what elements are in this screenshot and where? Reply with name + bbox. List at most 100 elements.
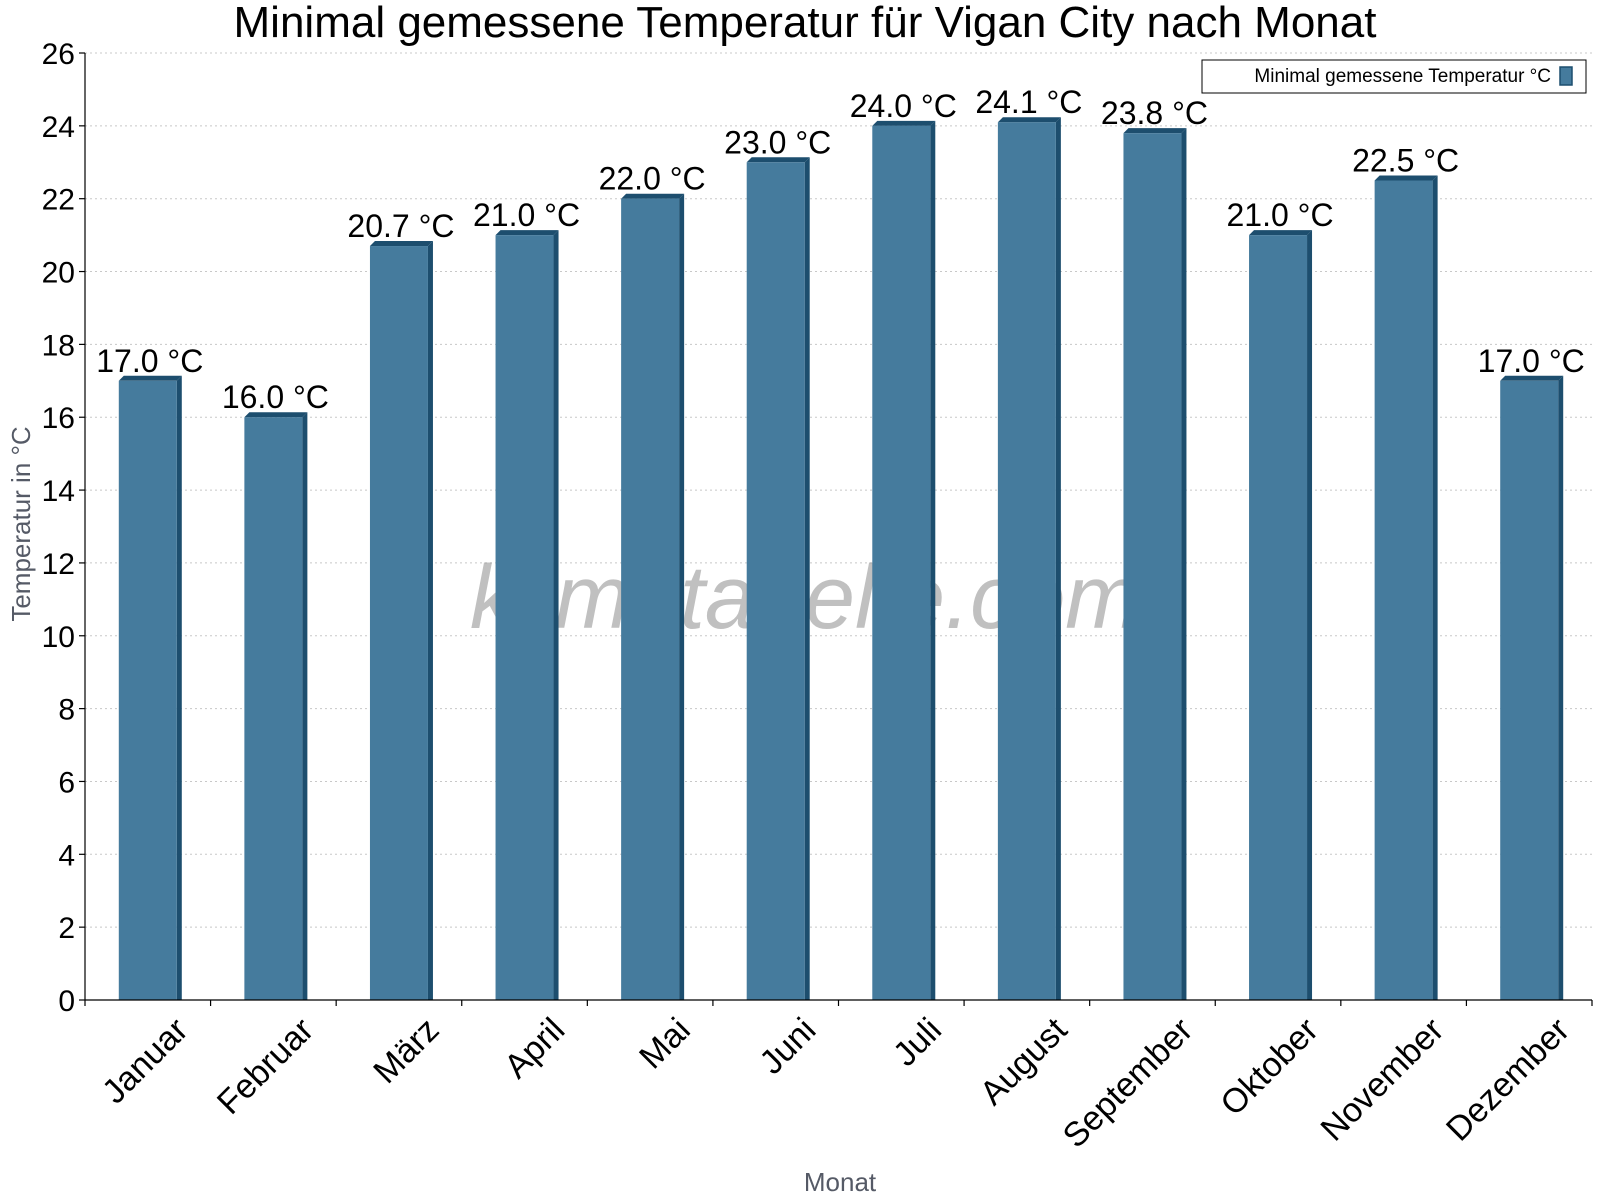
bar-april (495, 230, 559, 1001)
bar-side (1181, 128, 1187, 1001)
y-tick-label: 8 (58, 694, 75, 727)
y-tick-label: 0 (58, 985, 75, 1018)
bar-front (1500, 380, 1559, 1000)
bar-side (176, 375, 182, 1000)
data-label: 20.7 °C (347, 208, 454, 244)
legend-label: Minimal gemessene Temperatur °C (1254, 66, 1551, 87)
bar-front (1374, 180, 1433, 1000)
data-label: 17.0 °C (1478, 343, 1585, 379)
bar-front (1123, 133, 1182, 1001)
bar-august (997, 117, 1061, 1000)
bar-top (244, 412, 308, 418)
bar-oktober (1249, 230, 1313, 1001)
x-tick-label: Dezember (1439, 1011, 1577, 1149)
bar-top (746, 157, 810, 163)
y-tick-label: 14 (42, 475, 75, 508)
bar-top (621, 193, 685, 199)
bar-front (244, 417, 303, 1000)
y-tick-label: 2 (58, 912, 75, 945)
bar-front (746, 162, 805, 1000)
y-tick-label: 16 (42, 402, 75, 435)
x-tick-label: Oktober (1213, 1011, 1325, 1123)
grid-lines (85, 52, 1592, 928)
bar-juli (872, 120, 936, 1001)
bar-top (872, 120, 936, 126)
y-tick-label: 24 (42, 111, 75, 144)
bar-side (1432, 175, 1438, 1000)
chart-title: Minimal gemessene Temperatur für Vigan C… (234, 0, 1377, 47)
data-label: 22.0 °C (599, 161, 706, 197)
x-tick-label: Januar (95, 1011, 195, 1111)
bar-front (997, 122, 1056, 1000)
bar-märz (369, 241, 433, 1001)
y-tick-label: 20 (42, 257, 75, 290)
x-tick-label: Juni (752, 1011, 823, 1082)
x-tick-label: März (366, 1011, 446, 1091)
axes (79, 52, 1593, 1006)
bar-top (495, 230, 559, 236)
bar-juni (746, 157, 810, 1000)
bar-september (1123, 128, 1187, 1001)
bar-top (997, 117, 1061, 123)
y-tick-label: 26 (42, 38, 75, 71)
y-tick-label: 4 (58, 839, 75, 872)
x-axis-label: Monat (804, 1167, 877, 1197)
bar-februar (244, 412, 308, 1000)
bar-side (930, 120, 936, 1001)
data-label: 16.0 °C (222, 379, 329, 415)
legend-swatch (1559, 66, 1573, 86)
bar-series (118, 117, 1564, 1001)
y-tick-label: 12 (42, 548, 75, 581)
data-label: 21.0 °C (1227, 197, 1334, 233)
bar-side (1558, 375, 1564, 1000)
data-labels: 17.0 °C 16.0 °C 20.7 °C 21.0 °C 22.0 °C 23.0 … (96, 84, 1584, 415)
legend: Minimal gemessene Temperatur °C (1201, 59, 1587, 94)
bar-side (553, 230, 559, 1001)
data-label: 22.5 °C (1352, 142, 1459, 178)
bar-top (118, 375, 182, 381)
bar-side (679, 193, 685, 1000)
bar-side (302, 412, 308, 1000)
bar-top (1123, 128, 1187, 134)
bar-top (1249, 230, 1313, 236)
legend-box (1201, 59, 1587, 94)
x-tick-label: August (973, 1010, 1075, 1112)
y-tick-label: 18 (42, 329, 75, 362)
x-tick-label: September (1056, 1011, 1200, 1155)
data-label: 21.0 °C (473, 197, 580, 233)
x-tick-label: Februar (210, 1011, 321, 1122)
y-tick-label: 10 (42, 621, 75, 654)
x-tick-label: Juli (886, 1011, 949, 1074)
bar-side (427, 241, 433, 1001)
x-tick-label: April (497, 1011, 572, 1086)
x-tick-labels: Januar Februar März April Mai Juni Juli AugustS… (95, 1010, 1577, 1155)
bar-front (495, 235, 554, 1001)
y-axis-label: Temperatur in °C (6, 426, 36, 621)
y-tick-label: 6 (58, 766, 75, 799)
data-label: 23.8 °C (1101, 95, 1208, 131)
bar-side (1307, 230, 1313, 1001)
bar-front (1249, 235, 1308, 1001)
bar-front (369, 246, 428, 1001)
bar-side (1055, 117, 1061, 1000)
data-label: 24.1 °C (975, 84, 1082, 120)
bar-mai (621, 193, 685, 1000)
x-tick-label: Mai (632, 1011, 698, 1077)
bar-januar (118, 375, 182, 1000)
bar-front (872, 125, 931, 1001)
x-tick-label: November (1314, 1011, 1452, 1149)
y-tick-label: 22 (42, 184, 75, 217)
bar-front (621, 198, 680, 1000)
bar-front (118, 380, 177, 1000)
bar-side (804, 157, 810, 1000)
bar-top (369, 241, 433, 247)
bar-november (1374, 175, 1438, 1000)
bar-dezember (1500, 375, 1564, 1000)
bar-top (1374, 175, 1438, 181)
bar-top (1500, 375, 1564, 381)
data-label: 23.0 °C (724, 124, 831, 160)
data-label: 17.0 °C (96, 343, 203, 379)
data-label: 24.0 °C (850, 88, 957, 124)
